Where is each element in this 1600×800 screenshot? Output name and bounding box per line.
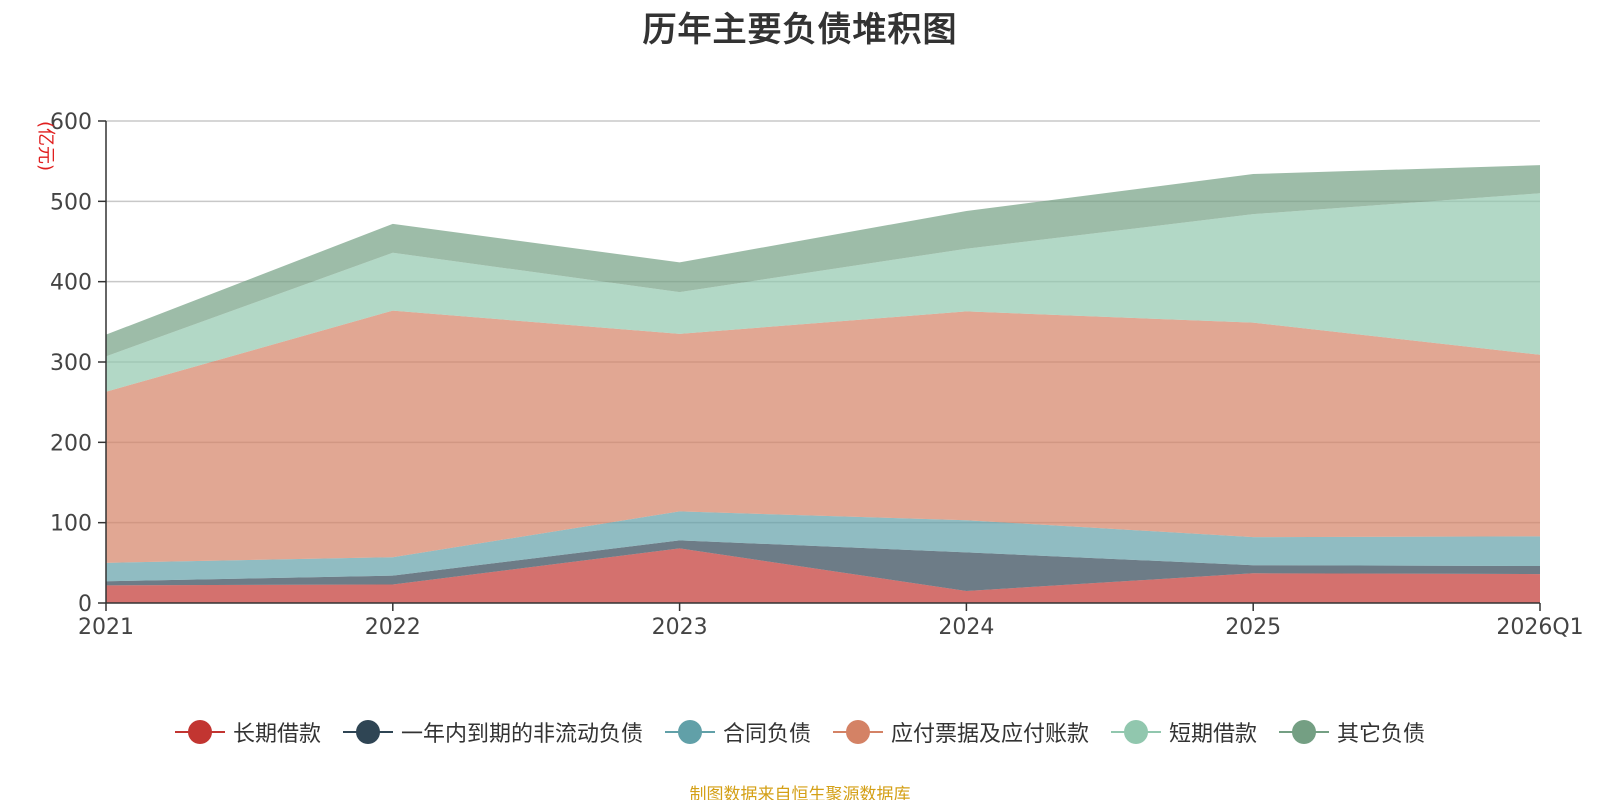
area-series-6[interactable] xyxy=(106,165,1540,357)
legend-item-1[interactable]: 长期借款 xyxy=(174,716,321,748)
legend-item-6[interactable]: 其它负债 xyxy=(1279,716,1425,748)
x-tick-label: 2023 xyxy=(652,615,708,640)
legend-item-4[interactable]: 应付票据及应付账款 xyxy=(833,716,1089,748)
area-series-3[interactable] xyxy=(106,511,1540,582)
legend-item-5[interactable]: 短期借款 xyxy=(1111,716,1257,748)
area-series-4[interactable] xyxy=(106,310,1540,563)
x-tick-label: 2026Q1 xyxy=(1496,615,1583,640)
y-tick-label: 0 xyxy=(78,592,92,617)
legend-label: 短期借款 xyxy=(1169,722,1258,747)
legend: 长期借款 一年内到期的非流动负债 合同负债 应付票据及应付账款 短期借款 其它负债 xyxy=(0,716,1600,748)
area-series xyxy=(106,165,1540,603)
y-tick-label: 100 xyxy=(50,512,92,537)
legend-marker xyxy=(1279,720,1330,744)
legend-label: 长期借款 xyxy=(232,722,321,747)
y-tick-label: 400 xyxy=(50,271,92,296)
x-tick-label: 2024 xyxy=(938,615,994,640)
legend-marker xyxy=(342,720,393,744)
y-axis-unit-label: (亿元) xyxy=(35,121,56,171)
area-series-5[interactable] xyxy=(106,193,1540,392)
axis-labels: 0 100 200 300 400 500 600 2021 2022 2023 2024 2025 2… xyxy=(35,110,1584,640)
axes xyxy=(98,120,1541,611)
legend-label: 应付票据及应付账款 xyxy=(891,722,1090,747)
chart-title: 历年主要负债堆积图 xyxy=(642,10,958,50)
legend-marker xyxy=(664,720,715,744)
legend-marker xyxy=(1111,720,1162,744)
source-note: 制图数据来自恒生聚源数据库 xyxy=(689,785,911,800)
y-tick-label: 600 xyxy=(50,110,92,135)
area-series-1[interactable] xyxy=(106,548,1540,603)
y-tick-label: 300 xyxy=(50,351,92,376)
legend-marker xyxy=(833,720,883,744)
x-tick-label: 2022 xyxy=(365,615,421,640)
area-series-2[interactable] xyxy=(106,540,1540,591)
x-tick-label: 2021 xyxy=(78,615,134,640)
legend-item-3[interactable]: 合同负债 xyxy=(664,716,811,748)
legend-label: 其它负债 xyxy=(1337,722,1426,747)
legend-label: 合同负债 xyxy=(722,722,811,747)
y-tick-label: 500 xyxy=(50,190,92,215)
legend-label: 一年内到期的非流动负债 xyxy=(400,722,643,747)
y-tick-label: 200 xyxy=(50,431,92,456)
legend-item-2[interactable]: 一年内到期的非流动负债 xyxy=(342,716,643,748)
legend-marker xyxy=(174,720,225,744)
x-tick-label: 2025 xyxy=(1225,615,1281,640)
